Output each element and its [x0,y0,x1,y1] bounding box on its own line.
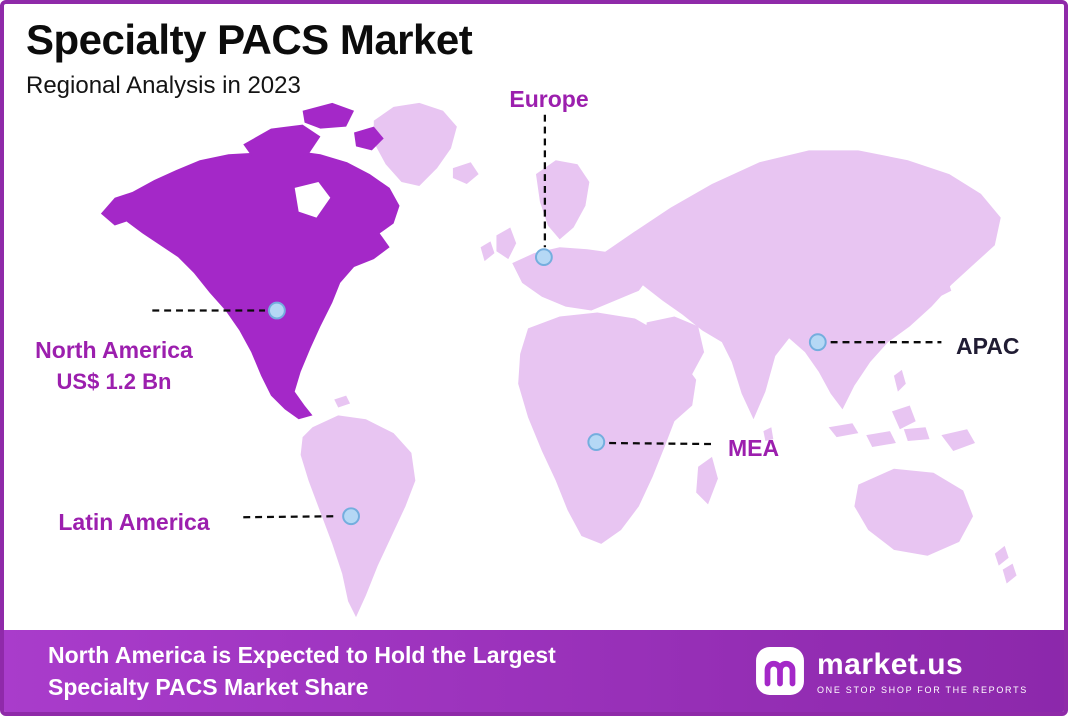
borneo [891,405,916,430]
sumatra [828,423,859,438]
canadian-arctic-3 [354,126,384,151]
continent-africa [518,312,697,544]
page-title: Specialty PACS Market [26,16,473,63]
continent-australia [854,468,974,556]
region-label-apac: APAC [956,333,1020,359]
north-america-marker [268,301,286,320]
continent-north-america [100,150,400,420]
mea-leader-line [609,441,712,446]
canadian-arctic-1 [243,124,321,163]
sulawesi [903,427,930,442]
caribbean-islands [334,395,351,408]
marketus-logo-text: market.us [816,647,964,681]
region-label-europe: Europe [509,86,589,112]
marketus-logo: market.us ONE STOP SHOP FOR THE REPORTS [755,646,1028,696]
banner-line1: North America is Expected to Hold the La… [48,641,556,668]
madagascar [696,456,718,505]
marketus-logo-icon [756,647,804,695]
banner-text: North America is Expected to Hold the La… [48,639,556,703]
leader-lines [152,114,942,526]
iceland [452,162,479,184]
latin-america-marker [342,507,360,526]
mea-marker [587,433,606,451]
arabian-peninsula [644,316,705,388]
region-label-north-america: North America US$ 1.2 Bn [12,336,216,395]
philippines [893,369,906,392]
banner-line2: Specialty PACS Market Share [48,674,369,700]
java [866,431,896,447]
sri-lanka [763,427,774,442]
world-map [100,102,1017,618]
region-value-north-america: US$ 1.2 Bn [56,368,172,394]
region-name-north-america: North America [35,337,193,363]
marketus-logo-tagline: ONE STOP SHOP FOR THE REPORTS [816,684,1028,695]
latin-america-leader-line [243,515,339,519]
marketus-logo-textblock: market.us ONE STOP SHOP FOR THE REPORTS [817,648,1028,695]
new-guinea [941,429,976,451]
ireland [480,241,495,262]
europe-marker [534,248,553,267]
region-label-mea: MEA [728,435,780,461]
continents [100,102,1017,618]
continent-greenland [373,102,457,186]
region-label-latin-america: Latin America [58,509,210,535]
british-isles [496,227,517,260]
japan [947,249,974,275]
header: Specialty PACS Market Regional Analysis … [26,16,473,100]
new-zealand [994,545,1017,584]
scandinavia [535,160,590,240]
bottom-banner: North America is Expected to Hold the La… [4,630,1064,712]
continent-asia [603,150,1001,420]
hudson-bay [294,181,331,218]
canadian-arctic-2 [302,102,355,129]
page-subtitle: Regional Analysis in 2023 [26,72,301,99]
japan-south [935,278,952,297]
apac-marker [808,333,827,352]
